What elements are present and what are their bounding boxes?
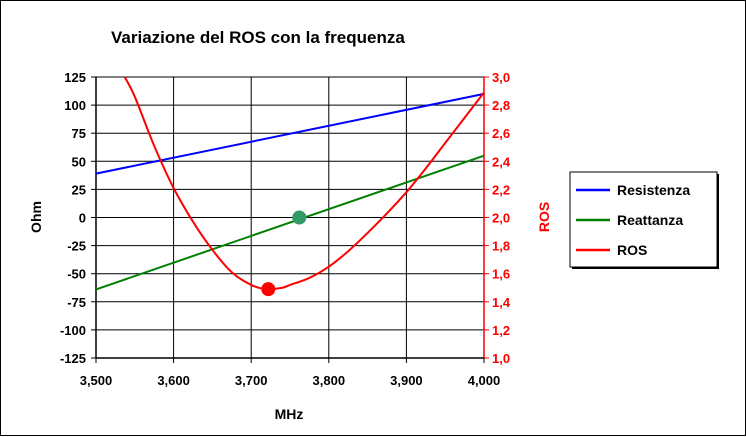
y-left-tick-label: -75	[67, 295, 86, 310]
x-tick-label: 3,700	[235, 373, 268, 388]
chart-title: Variazione del ROS con la frequenza	[111, 28, 405, 47]
y-left-tick-label: -50	[67, 267, 86, 282]
x-tick-labels: 3,500 3,600 3,700 3,800 3,900 4,000	[80, 373, 501, 388]
y-right-tick-labels: 3,0 2,8 2,6 2,4 2,2 2,0 1,8 1,6 1,4 1,2 1,0	[492, 70, 511, 366]
y-right-tick-label: 2,8	[492, 98, 510, 113]
y-left-tick-label: 50	[72, 154, 86, 169]
y-right-tick-label: 2,2	[492, 182, 510, 197]
y-left-tick-label: -100	[60, 323, 86, 338]
series-lines	[95, 76, 485, 291]
legend: Resistenza Reattanza ROS	[569, 171, 719, 269]
series-marker-ros	[261, 282, 276, 297]
series-marker-reattanza	[292, 210, 307, 225]
y-right-tick-label: 1,4	[492, 295, 511, 310]
y-right-tick-label: 2,6	[492, 126, 510, 141]
legend-label-ros: ROS	[617, 242, 647, 258]
y-left-tick-label: 75	[72, 126, 86, 141]
x-tick-label: 3,600	[157, 373, 190, 388]
x-axis-title: MHz	[275, 406, 304, 422]
y-right-tick-label: 1,0	[492, 351, 510, 366]
y-right-tick-label: 3,0	[492, 70, 510, 85]
y-left-tick-labels: 125 100 75 50 25 0 -25 -50 -75 -100 -125	[60, 70, 86, 366]
y-left-tick-label: 125	[64, 70, 86, 85]
y-left-axis-title: Ohm	[28, 201, 44, 233]
legend-label-resistenza: Resistenza	[617, 182, 690, 198]
x-tick-label: 4,000	[468, 373, 501, 388]
axes	[91, 76, 489, 363]
y-left-tick-label: -125	[60, 351, 86, 366]
series-line-ros	[123, 76, 485, 291]
y-left-tick-label: 25	[72, 182, 86, 197]
series-markers	[261, 210, 307, 297]
x-tick-label: 3,800	[313, 373, 346, 388]
y-left-tick-label: 0	[79, 211, 86, 226]
y-left-tick-label: -25	[67, 239, 86, 254]
y-right-tick-label: 2,0	[492, 211, 510, 226]
y-left-tick-label: 100	[64, 98, 86, 113]
x-tick-label: 3,900	[390, 373, 423, 388]
y-right-axis-title: ROS	[536, 202, 552, 232]
x-tick-label: 3,500	[80, 373, 113, 388]
legend-label-reattanza: Reattanza	[617, 212, 683, 228]
y-right-tick-label: 1,8	[492, 239, 510, 254]
y-right-tick-label: 1,6	[492, 267, 510, 282]
y-right-tick-label: 2,4	[492, 154, 511, 169]
y-right-tick-label: 1,2	[492, 323, 510, 338]
